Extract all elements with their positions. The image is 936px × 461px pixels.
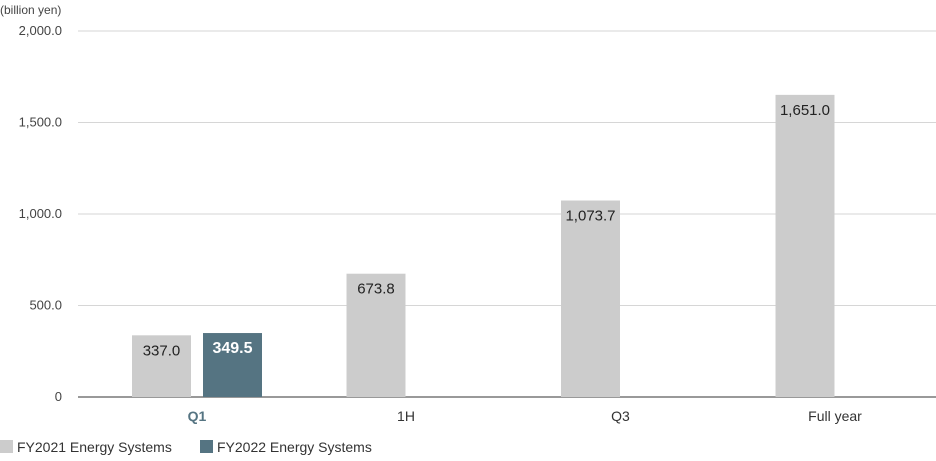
bars: 337.0 349.5 673.8 1,073.7 1,651.0 [132, 94, 835, 397]
legend: FY2021 Energy Systems FY2022 Energy Syste… [0, 439, 372, 455]
unit-label: (billion yen) [0, 3, 61, 17]
bar-fy2021-q1 [132, 335, 191, 397]
data-label: 1,651.0 [780, 102, 830, 119]
bar-fy2021-q3 [561, 200, 620, 397]
x-axis-ticks: Q1 1H Q3 Full year [188, 408, 863, 424]
y-tick-label: 500.0 [29, 298, 62, 313]
y-axis-ticks: 0 500.0 1,000.0 1,500.0 2,000.0 [19, 23, 62, 404]
data-label: 1,073.7 [565, 208, 615, 225]
legend-label: FY2022 Energy Systems [217, 439, 372, 455]
y-tick-label: 1,500.0 [19, 115, 62, 130]
x-tick-label: Q3 [611, 408, 630, 424]
data-label: 349.5 [212, 340, 252, 357]
x-tick-label: Q1 [188, 408, 207, 424]
data-label: 673.8 [357, 281, 395, 298]
legend-label: FY2021 Energy Systems [17, 439, 172, 455]
x-tick-label: 1H [397, 408, 415, 424]
data-label: 337.0 [143, 342, 181, 359]
y-tick-label: 1,000.0 [19, 206, 62, 221]
bar-fy2021-1h [346, 273, 406, 397]
legend-swatch [200, 440, 213, 453]
bar-fy2021-full-year [775, 94, 835, 397]
y-tick-label: 2,000.0 [19, 23, 62, 38]
x-tick-label: Full year [808, 408, 862, 424]
bar-fy2022-q1 [203, 333, 262, 397]
y-tick-label: 0 [55, 389, 62, 404]
legend-swatch [0, 440, 13, 453]
